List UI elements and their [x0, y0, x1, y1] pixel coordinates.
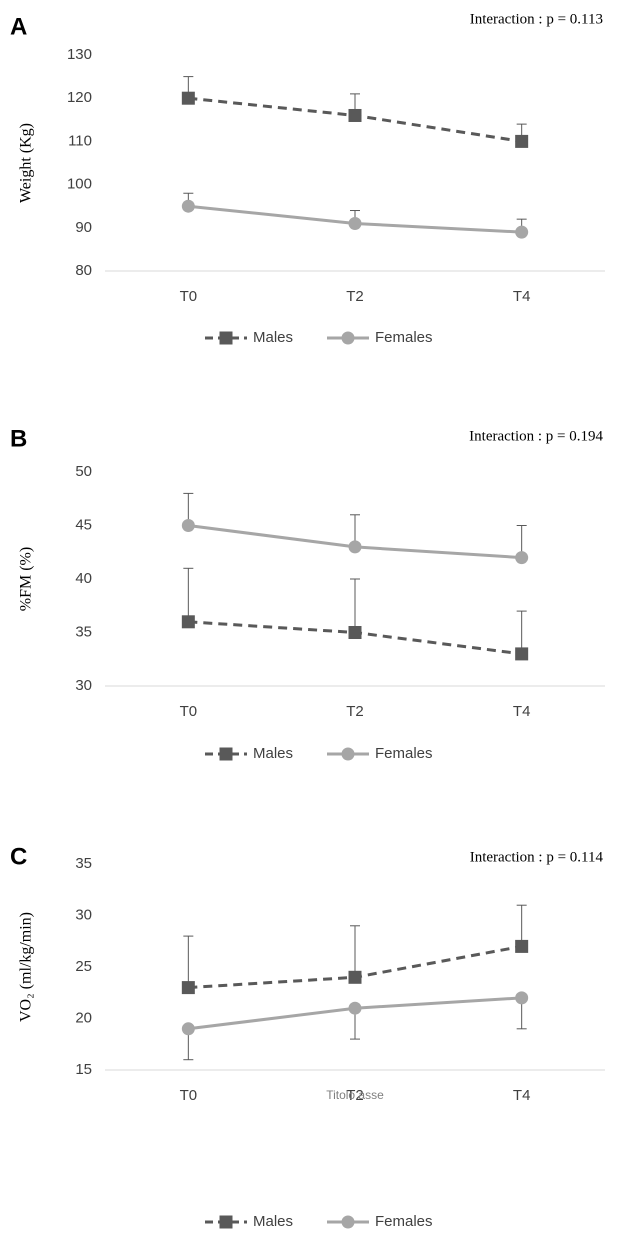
data-point	[348, 1001, 362, 1015]
y-tick-label: 15	[75, 1061, 92, 1078]
data-point	[181, 981, 195, 995]
y-tick-label: 100	[67, 176, 92, 193]
y-tick-label: 35	[75, 623, 92, 640]
data-point	[348, 626, 362, 639]
x-tick-label: T4	[513, 288, 531, 305]
data-point	[348, 108, 362, 122]
data-point	[515, 647, 529, 661]
data-point	[515, 134, 529, 148]
data-point	[181, 91, 195, 105]
legend-label: Females	[375, 1213, 433, 1230]
legend-marker	[341, 1215, 355, 1229]
x-tick-label: T0	[180, 1087, 198, 1104]
legend-label: Males	[253, 1213, 293, 1230]
annotation: Interaction : p = 0.194	[469, 428, 603, 444]
x-tick-label: T2	[346, 288, 364, 305]
x-tick-label: T0	[180, 288, 198, 305]
x-tick-label: T4	[513, 703, 531, 720]
y-tick-label: 40	[75, 570, 92, 587]
y-tick-label: 30	[75, 677, 92, 694]
x-tick-label: T4	[513, 1087, 531, 1104]
x-axis-label: Titolo asse	[326, 1088, 384, 1102]
y-tick-label: 35	[75, 855, 92, 872]
data-point	[515, 551, 529, 565]
y-axis-label: %FM (%)	[18, 547, 35, 611]
data-point	[348, 540, 362, 554]
data-point	[181, 519, 195, 532]
data-point	[348, 970, 362, 984]
legend-label: Males	[253, 329, 293, 346]
y-tick-label: 20	[75, 1009, 92, 1026]
legend-label: Females	[375, 329, 433, 346]
data-point	[181, 615, 195, 629]
data-point	[348, 216, 362, 230]
legend-label: Males	[253, 745, 293, 762]
annotation: Interaction : p = 0.114	[470, 849, 604, 865]
y-tick-label: 130	[67, 46, 92, 63]
y-tick-label: 120	[67, 89, 92, 106]
y-axis-label: Weight (Kg)	[18, 123, 35, 203]
panel-label: C	[10, 843, 27, 870]
y-tick-label: 110	[68, 132, 92, 149]
y-tick-label: 30	[75, 906, 92, 923]
legend-marker	[341, 747, 355, 761]
y-axis-label: VO₂ (ml/kg/min)	[18, 912, 35, 1022]
y-tick-label: 50	[75, 463, 92, 480]
x-tick-label: T2	[346, 1087, 364, 1104]
x-tick-label: T0	[180, 703, 198, 720]
panel-label: B	[10, 425, 27, 452]
y-tick-label: 45	[75, 516, 92, 533]
legend-label: Females	[375, 745, 433, 762]
legend-marker	[341, 331, 355, 345]
data-point	[515, 939, 529, 953]
y-tick-label: 80	[75, 262, 92, 279]
annotation: Interaction : p = 0.113	[470, 11, 603, 27]
y-tick-label: 90	[75, 219, 92, 236]
legend-marker	[219, 1215, 233, 1229]
data-point	[181, 1022, 195, 1036]
legend-marker	[219, 747, 233, 761]
data-point	[515, 225, 529, 239]
y-tick-label: 25	[75, 958, 92, 975]
data-point	[181, 199, 195, 213]
legend-marker	[219, 331, 233, 345]
x-tick-label: T2	[346, 703, 364, 720]
data-point	[515, 991, 529, 1005]
panel-label: A	[10, 13, 27, 40]
